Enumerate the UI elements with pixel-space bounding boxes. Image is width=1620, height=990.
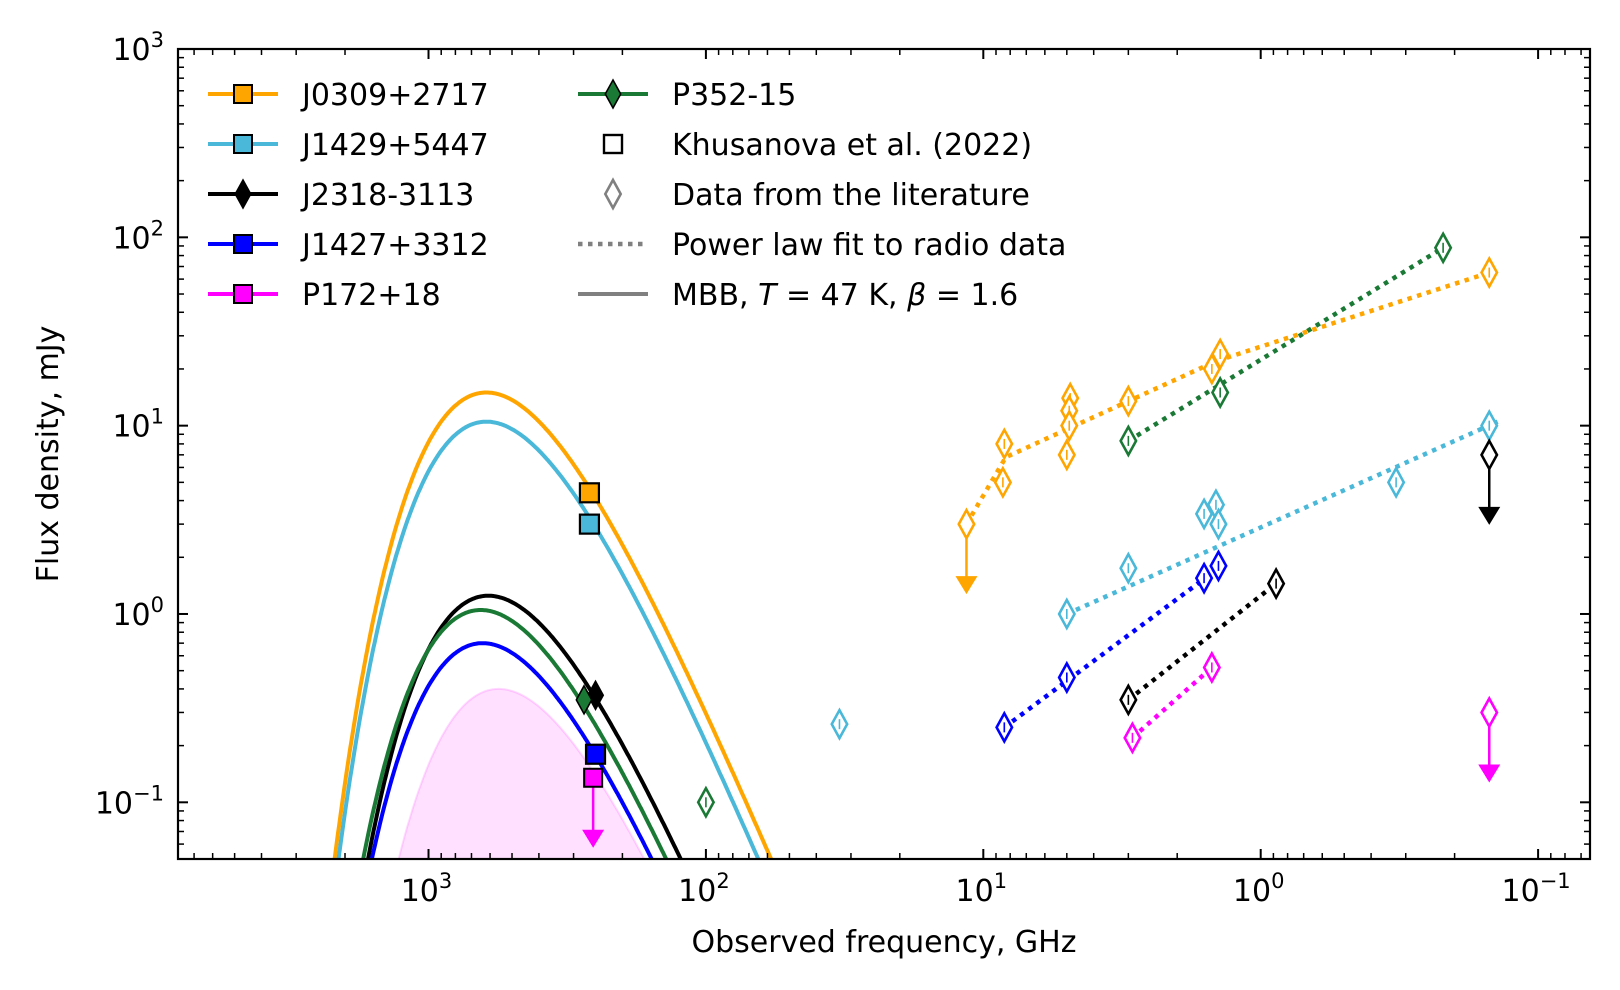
legend-mbb-mbb-prefix: MBB,	[672, 278, 758, 313]
x-tick-label: 10−1	[1502, 869, 1571, 909]
y-tick-label: 102	[112, 216, 164, 256]
mbb-curve-j1429-5447	[336, 419, 761, 859]
upper-limit-arrow-p172-18-0-head	[582, 829, 605, 848]
khusanova-point-j1429-5447-0	[578, 513, 601, 535]
powerlaw-fit-j1427-3312	[1002, 566, 1220, 730]
upper-limit-marker-j2318-3113-0	[1480, 438, 1499, 472]
x-tick-label: 103	[401, 869, 453, 909]
legend-literature-marker	[603, 177, 623, 211]
powerlaw-fit-j0309-2717	[964, 270, 1490, 526]
legend-handle-j1427-3312-marker	[233, 234, 253, 254]
legend-mbb-mbb-beta: β	[906, 278, 926, 313]
upper-limit-arrow-j0309-2717-0-head	[955, 576, 978, 595]
legend-handle-j1429-5447-marker	[233, 134, 253, 154]
legend-khusanova-label: Khusanova et al. (2022)	[672, 128, 1032, 163]
powerlaw-fit-j2318-3113	[1127, 581, 1278, 702]
plot-frame	[176, 47, 1592, 861]
legend: J0309+2717 J1429+5447 J2318-3113 J1427+3312…	[208, 78, 1066, 313]
legend-mbb-mbb-T-value: = 47 K,	[776, 278, 907, 313]
legend-khusanova-marker	[602, 133, 624, 155]
khusanova-point-j0309-2717-0	[578, 482, 601, 504]
upper-limit-marker-p172-18-0	[583, 767, 604, 788]
y-tick-label: 100	[112, 593, 164, 633]
legend-label-j1427-3312: J1427+3312	[300, 228, 489, 263]
legend-literature-label: Data from the literature	[672, 178, 1030, 213]
powerlaw-fit-j1429-5447	[1065, 419, 1499, 617]
y-axis-label: Flux density, mJy	[31, 326, 66, 583]
y-tick-label: 10−1	[95, 781, 164, 821]
powerlaw-fit-p172-18	[1130, 665, 1214, 740]
legend-powerlaw-label: Power law fit to radio data	[672, 228, 1066, 263]
legend-handle-p352-15-marker	[604, 78, 622, 110]
x-axis-label: Observed frequency, GHz	[692, 925, 1077, 960]
upper-limit-arrow-j2318-3113-0-head	[1478, 506, 1501, 525]
y-tick-label: 103	[112, 28, 164, 68]
khusanova-point-j1427-3312-0	[584, 743, 607, 765]
powerlaw-fit-p352-15	[1127, 245, 1445, 443]
mbb-curve-j0309-2717	[332, 390, 774, 859]
legend-label-j1429-5447: J1429+5447	[300, 128, 489, 163]
legend-label-p172-18: P172+18	[302, 278, 441, 313]
upper-limit-arrow-p172-18-1-head	[1478, 764, 1501, 783]
x-tick-label: 100	[1233, 869, 1285, 909]
mbb-curve-j1427-3312	[369, 641, 654, 859]
legend-label-p352-15: P352-15	[672, 78, 796, 113]
upper-limit-marker-j0309-2717-0	[957, 507, 976, 541]
legend-label-j0309-2717: J0309+2717	[300, 78, 489, 113]
x-tick-label: 101	[956, 869, 1008, 909]
plot-area	[332, 231, 1501, 859]
legend-handle-j2318-3113-marker	[234, 178, 252, 210]
data-point-p352-15-0	[575, 684, 593, 716]
upper-limit-marker-p172-18-1	[1480, 695, 1499, 730]
legend-mbb-mbb-T: T	[758, 278, 779, 313]
legend-mbb-mbb-beta-value: = 1.6	[926, 278, 1018, 313]
x-tick-label: 102	[678, 869, 730, 909]
legend-mbb-label: MBB, T = 47 K, β = 1.6	[672, 278, 1018, 313]
mbb-curve-p352-15	[361, 608, 669, 859]
mbb-band-p172-18	[397, 687, 646, 859]
axis-tick-labels: 103 102 101 100 10−1 103 102 101 100 10−1	[95, 28, 1571, 909]
data-point-j2318-3113-0	[586, 679, 605, 711]
legend-handle-j0309-2717-marker	[233, 84, 253, 104]
legend-handle-p172-18-marker	[233, 284, 253, 304]
axis-ticks	[177, 48, 1590, 860]
y-tick-label: 101	[112, 405, 164, 445]
legend-label-j2318-3113: J2318-3113	[300, 178, 474, 213]
